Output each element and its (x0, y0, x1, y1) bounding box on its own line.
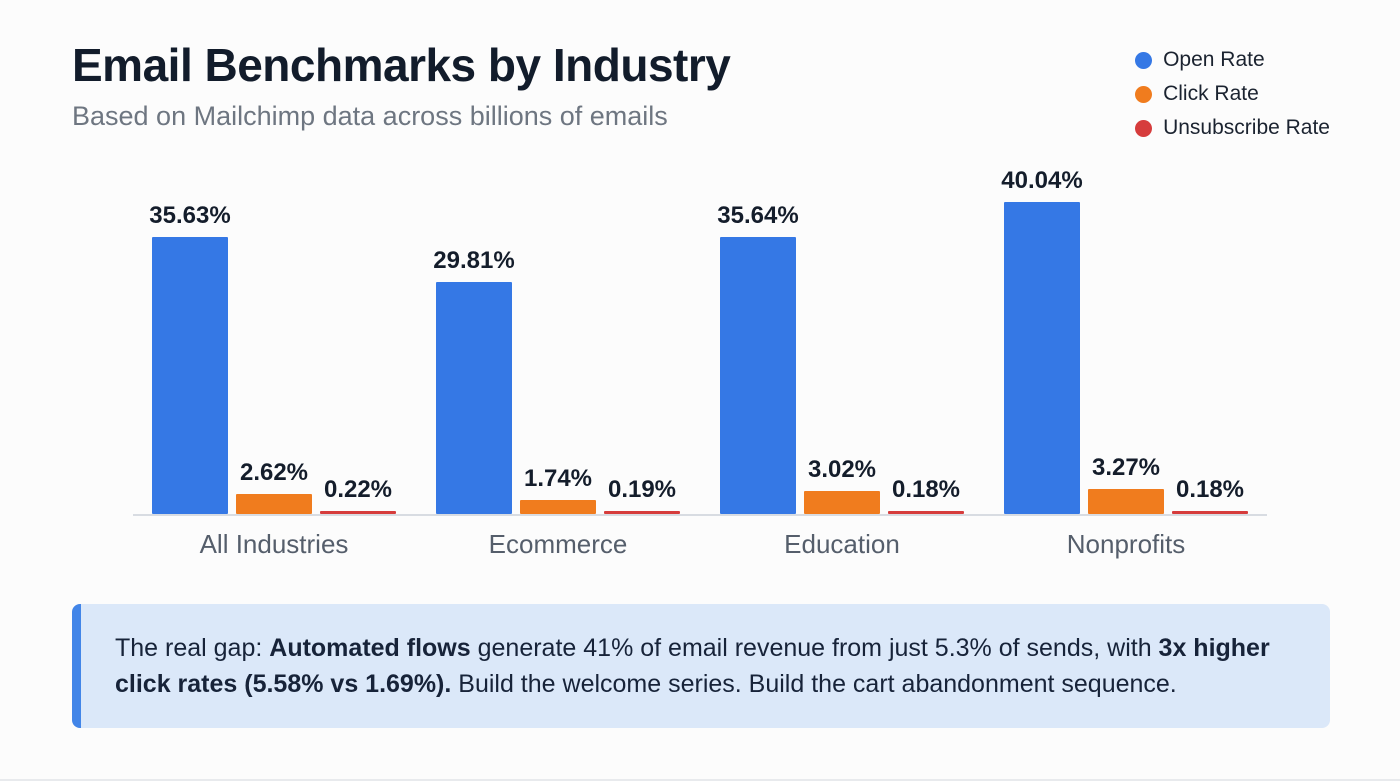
bar-column-click-rate: 3.02% (804, 456, 880, 514)
legend: Open Rate Click Rate Unsubscribe Rate (1135, 48, 1330, 150)
bar-value-label: 35.63% (149, 202, 231, 229)
bar-open-rate (720, 237, 796, 514)
bar-value-label: 3.02% (807, 456, 877, 483)
bar-click-rate (236, 494, 312, 514)
page-title: Email Benchmarks by Industry (72, 39, 731, 91)
legend-label: Click Rate (1163, 82, 1259, 105)
bar-open-rate (152, 237, 228, 514)
legend-swatch-unsubscribe-rate (1135, 119, 1153, 137)
callout-bold-segment: 3x higher click rates (5.58% vs 1.69%). (115, 634, 1270, 698)
bar-column-unsubscribe-rate: 0.18% (888, 476, 964, 514)
bar-column-open-rate: 29.81% (433, 247, 515, 514)
bar-column-open-rate: 35.63% (149, 202, 231, 514)
x-axis-label-education: Education (784, 529, 900, 559)
bar-value-label: 35.64% (717, 202, 799, 229)
x-axis-label-all-industries: All Industries (199, 529, 349, 559)
insight-callout: The real gap: Automated flows generate 4… (72, 604, 1330, 728)
bar-unsubscribe-rate (320, 511, 396, 514)
callout-text-segment: Build the welcome series. Build the cart… (451, 670, 1177, 698)
bar-group-all-industries: 35.63% 2.62% 0.22% (149, 164, 396, 514)
bar-column-unsubscribe-rate: 0.19% (604, 476, 680, 514)
bar-column-unsubscribe-rate: 0.22% (320, 476, 396, 514)
bar-column-click-rate: 3.27% (1088, 454, 1164, 514)
legend-item-click-rate: Click Rate (1135, 82, 1330, 106)
header: Email Benchmarks by Industry Based on Ma… (72, 39, 731, 132)
bar-value-label: 29.81% (433, 247, 515, 274)
bar-value-label: 0.18% (891, 476, 961, 503)
chart-plot-area: 35.63% 2.62% 0.22% 29.81% 1.74% 0.19% 35.64% 3.… (133, 164, 1267, 516)
bar-value-label: 0.18% (1175, 476, 1245, 503)
bar-value-label: 1.74% (523, 465, 593, 492)
bar-column-click-rate: 2.62% (236, 459, 312, 514)
bar-value-label: 3.27% (1091, 454, 1161, 481)
bar-click-rate (520, 500, 596, 514)
legend-swatch-open-rate (1135, 51, 1153, 69)
bar-open-rate (1004, 202, 1080, 514)
legend-label: Unsubscribe Rate (1163, 116, 1330, 139)
bar-value-label: 0.22% (323, 476, 393, 503)
bar-value-label: 2.62% (239, 459, 309, 486)
bar-group-ecommerce: 29.81% 1.74% 0.19% (433, 164, 680, 514)
legend-swatch-click-rate (1135, 85, 1153, 103)
callout-text-segment: generate 41% of email revenue from just … (470, 634, 1159, 662)
legend-label: Open Rate (1163, 48, 1265, 71)
bar-column-open-rate: 35.64% (717, 202, 799, 514)
bar-value-label: 0.19% (607, 476, 677, 503)
bar-unsubscribe-rate (1172, 511, 1248, 514)
callout-text-segment: The real gap: (115, 634, 270, 662)
bar-chart: 35.63% 2.62% 0.22% 29.81% 1.74% 0.19% 35.64% 3.… (133, 164, 1267, 560)
callout-bold-segment: Automated flows (269, 634, 471, 662)
bar-column-unsubscribe-rate: 0.18% (1172, 476, 1248, 514)
bar-open-rate (436, 282, 512, 514)
insight-callout-text: The real gap: Automated flows generate 4… (115, 630, 1296, 702)
x-axis-label-nonprofits: Nonprofits (1066, 529, 1186, 559)
legend-item-unsubscribe-rate: Unsubscribe Rate (1135, 116, 1330, 140)
bar-group-education: 35.64% 3.02% 0.18% (717, 164, 964, 514)
x-axis-label-ecommerce: Ecommerce (488, 529, 628, 559)
bar-unsubscribe-rate (888, 511, 964, 514)
bar-click-rate (1088, 489, 1164, 514)
legend-item-open-rate: Open Rate (1135, 48, 1330, 72)
bar-click-rate (804, 491, 880, 514)
page-subtitle: Based on Mailchimp data across billions … (72, 100, 668, 131)
bar-column-open-rate: 40.04% (1001, 167, 1083, 514)
bar-value-label: 40.04% (1001, 167, 1083, 194)
x-axis-labels: All Industries Ecommerce Education Nonprofi… (133, 516, 1267, 560)
bar-unsubscribe-rate (604, 511, 680, 514)
bar-column-click-rate: 1.74% (520, 465, 596, 514)
bar-group-nonprofits: 40.04% 3.27% 0.18% (1001, 164, 1248, 514)
